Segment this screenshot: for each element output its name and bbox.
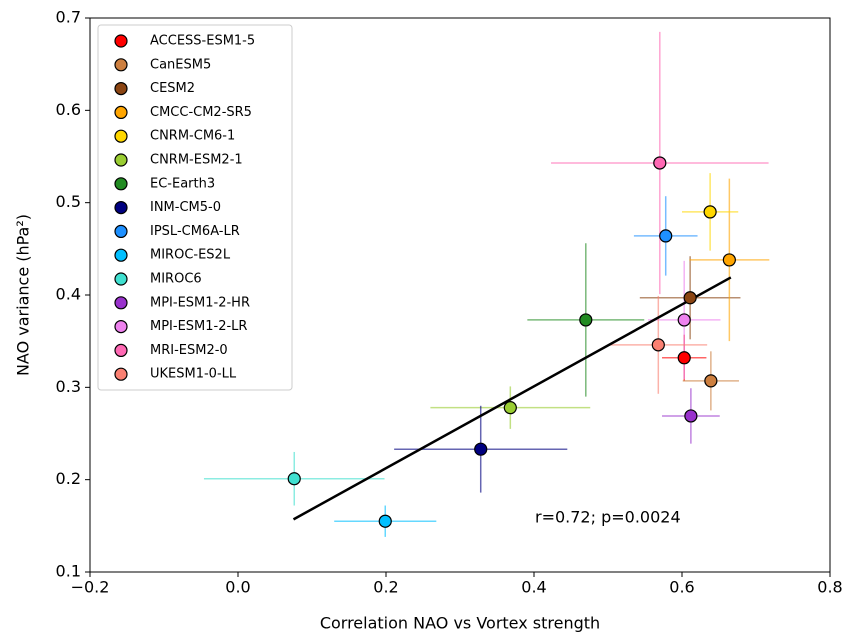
point <box>703 205 717 219</box>
x-tick-label: 0.2 <box>373 578 398 597</box>
legend-label: EC-Earth3 <box>150 176 215 191</box>
point <box>722 253 736 267</box>
y-tick-label: 0.3 <box>56 377 81 396</box>
legend-label: ACCESS-ESM1-5 <box>150 34 255 49</box>
legend-marker <box>114 58 128 72</box>
legend-label: CNRM-CM6-1 <box>150 129 235 144</box>
point <box>503 401 517 415</box>
x-tick-label: 0.8 <box>817 578 842 597</box>
y-tick-label: 0.2 <box>56 469 81 488</box>
point <box>474 442 488 456</box>
legend-label: MIROC6 <box>150 272 202 287</box>
x-tick-label: 0.4 <box>521 578 546 597</box>
legend-label: CMCC-CM2-SR5 <box>150 105 252 120</box>
point <box>704 374 718 388</box>
y-tick-label: 0.4 <box>56 285 81 304</box>
legend-box <box>97 24 293 391</box>
legend-marker <box>114 320 128 334</box>
legend-label: CESM2 <box>150 81 195 96</box>
y-tick-label: 0.1 <box>56 562 81 581</box>
regression-line <box>292 276 732 521</box>
legend-marker <box>114 272 128 286</box>
legend-label: UKESM1-0-LL <box>150 367 237 382</box>
legend-marker <box>114 224 128 238</box>
legend-label: MIROC-ES2L <box>150 248 231 263</box>
legend-label: MPI-ESM1-2-LR <box>150 319 247 334</box>
legend-label: CNRM-ESM2-1 <box>150 153 243 168</box>
legend-label: CanESM5 <box>150 57 211 72</box>
y-tick-label: 0.5 <box>56 192 81 211</box>
legend-label: MPI-ESM1-2-HR <box>150 295 250 310</box>
point <box>683 291 697 305</box>
point <box>579 313 593 327</box>
legend-marker <box>114 343 128 357</box>
point <box>659 229 673 243</box>
legend-marker <box>114 177 128 191</box>
legend-marker <box>114 248 128 262</box>
point <box>684 409 698 423</box>
legend-marker <box>114 34 128 48</box>
y-axis-label: NAO variance (hPa²) <box>14 214 33 376</box>
point <box>677 351 691 365</box>
point <box>677 313 691 327</box>
point <box>287 472 301 486</box>
x-tick-label: −0.2 <box>71 578 110 597</box>
legend-marker <box>114 129 128 143</box>
point <box>651 338 665 352</box>
legend-marker <box>114 367 128 381</box>
x-tick-label: 0.0 <box>225 578 250 597</box>
annotation: r=0.72; p=0.0024 <box>535 508 681 527</box>
legend-marker <box>114 296 128 310</box>
legend-marker <box>114 153 128 167</box>
x-axis-label: Correlation NAO vs Vortex strength <box>320 614 600 633</box>
y-tick-label: 0.7 <box>56 8 81 27</box>
point <box>378 514 392 528</box>
legend-label: INM-CM5-0 <box>150 200 221 215</box>
plot-frame <box>89 17 831 573</box>
x-tick-label: 0.6 <box>669 578 694 597</box>
legend-label: MRI-ESM2-0 <box>150 343 228 358</box>
legend-label: IPSL-CM6A-LR <box>150 224 240 239</box>
legend-marker <box>114 81 128 96</box>
legend-marker <box>114 201 128 215</box>
legend-marker <box>114 105 128 120</box>
y-tick-label: 0.6 <box>56 100 81 119</box>
point <box>653 156 667 170</box>
